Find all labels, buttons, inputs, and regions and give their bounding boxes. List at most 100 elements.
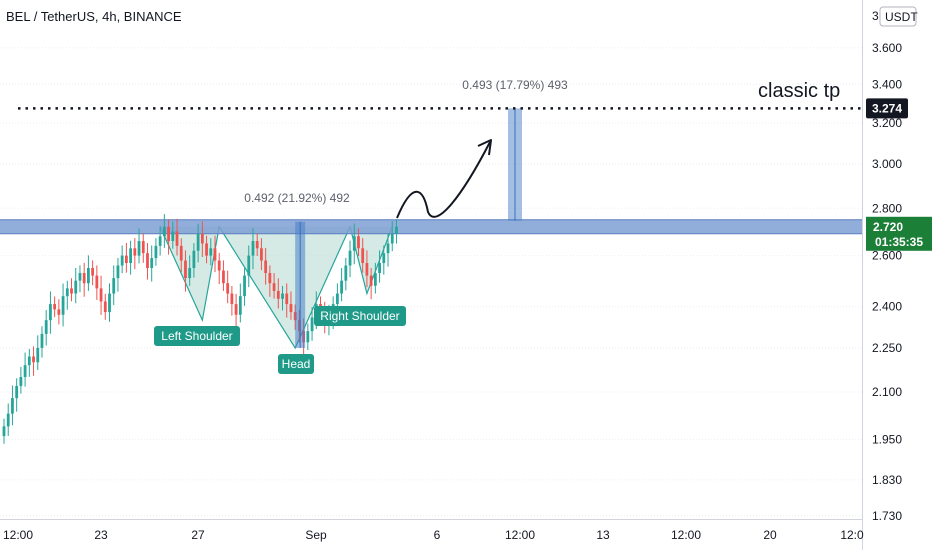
candle-body xyxy=(116,265,120,279)
candle-body xyxy=(91,268,95,276)
right-shoulder-label-bg xyxy=(314,306,406,326)
target-measure-label: 0.493 (17.79%) 493 xyxy=(462,78,568,92)
y-tick-label: 2.100 xyxy=(872,385,902,399)
candle-body xyxy=(82,273,86,284)
target-price-tag xyxy=(866,98,908,119)
candle-body xyxy=(192,250,196,269)
candles xyxy=(2,214,398,444)
neckline-band xyxy=(0,219,862,235)
candle-body xyxy=(95,275,99,289)
candle-body xyxy=(395,226,398,234)
symbol-title: BEL / TetherUS, 4h, BINANCE xyxy=(6,9,182,24)
candle-body xyxy=(209,248,213,256)
candle-body xyxy=(373,273,377,286)
candle-body xyxy=(184,260,187,279)
candle-body xyxy=(108,293,111,313)
candle-body xyxy=(361,248,365,264)
y-tick-label: 1.830 xyxy=(872,473,902,487)
x-tick-label: 6 xyxy=(434,528,441,542)
candle-body xyxy=(344,265,348,281)
candle-body xyxy=(129,248,132,264)
candle-body xyxy=(234,304,238,315)
candle-body xyxy=(175,231,179,246)
head-label-bg xyxy=(278,354,314,374)
pattern-labels: Left Shoulder Head Right Shoulder xyxy=(154,306,406,374)
currency-box xyxy=(879,6,917,27)
price-axis[interactable]: 1.730 1.830 1.950 2.100 2.250 2.400 2.600 2.800… xyxy=(862,0,932,550)
candle-body xyxy=(352,236,356,251)
candle-body xyxy=(289,304,293,313)
candle-body xyxy=(230,293,234,305)
candle-body xyxy=(238,296,242,315)
candle-body xyxy=(150,258,154,269)
measure-tools: 0.492 (21.92%) 492 0.493 (17.79%) 493 xyxy=(244,78,568,348)
head-label: Head xyxy=(282,357,311,371)
y-tick-label: 3.600 xyxy=(872,41,902,55)
candle-body xyxy=(15,385,19,399)
candle-body xyxy=(390,233,394,244)
candle-body xyxy=(124,255,128,264)
candle-body xyxy=(310,317,314,332)
head-measure-label: 0.492 (21.92%) 492 xyxy=(244,191,350,205)
candle-body xyxy=(255,241,259,249)
y-tick-label: 2.250 xyxy=(872,341,902,355)
x-tick-label: 12:00 xyxy=(671,528,701,542)
candle-body xyxy=(251,241,255,256)
candle-body xyxy=(276,290,280,299)
candle-body xyxy=(2,426,6,437)
candle-body xyxy=(243,275,246,297)
candle-body xyxy=(23,365,27,377)
candle-body xyxy=(348,250,352,266)
candle-body xyxy=(65,288,69,297)
candle-body xyxy=(188,268,192,279)
y-tick-label: 1.950 xyxy=(872,432,902,446)
left-shoulder-label-bg xyxy=(154,326,240,346)
y-tick-label: 3.200 xyxy=(872,116,902,130)
candle-body xyxy=(205,243,208,256)
candle-body xyxy=(222,270,225,284)
x-tick-label: 12:00 xyxy=(505,528,535,542)
candle-body xyxy=(365,263,369,276)
candle-body xyxy=(306,331,310,343)
candle-body xyxy=(340,280,343,294)
candle-body xyxy=(285,293,289,305)
y-tick-label-top: 3 xyxy=(872,9,879,23)
candle-body xyxy=(158,236,162,246)
time-axis[interactable]: 12:00 23 27 Sep 6 12:00 13 12:00 20 12:0 xyxy=(0,519,864,543)
pattern-fill xyxy=(160,226,393,348)
classic-tp-label: classic tp xyxy=(758,80,840,102)
candle-body xyxy=(200,233,204,244)
drawings: classic tp xyxy=(18,80,862,219)
candle-body xyxy=(120,255,124,266)
candle-body xyxy=(99,288,103,302)
candle-body xyxy=(44,320,48,334)
candle-body xyxy=(36,347,40,363)
candle-body xyxy=(247,255,251,276)
candle-body xyxy=(167,226,170,242)
last-price-label: 2.720 xyxy=(873,220,903,234)
candle-body xyxy=(281,293,284,299)
y-tick-label: 2.800 xyxy=(872,201,902,215)
target-price-label: 3.274 xyxy=(872,101,902,115)
candle-body xyxy=(112,278,116,294)
candle-body xyxy=(335,293,339,305)
candle-body xyxy=(272,283,276,291)
candle-body xyxy=(61,296,65,315)
candle-body xyxy=(378,263,381,274)
left-shoulder-label: Left Shoulder xyxy=(161,329,232,343)
candle-body xyxy=(78,273,82,281)
last-price-tag xyxy=(866,216,932,251)
x-tick-label: 23 xyxy=(94,528,108,542)
price-axis-bg xyxy=(862,0,932,550)
candle-body xyxy=(27,356,31,366)
candle-body xyxy=(264,260,268,274)
candle-body xyxy=(217,260,221,271)
candle-body xyxy=(226,283,230,294)
y-tick-label: 3.400 xyxy=(872,77,902,91)
x-tick-label: 20 xyxy=(763,528,777,542)
candle-body xyxy=(171,231,175,242)
y-tick-label: 2.600 xyxy=(872,249,902,263)
candle-body xyxy=(179,245,183,261)
candle-body xyxy=(6,413,10,427)
